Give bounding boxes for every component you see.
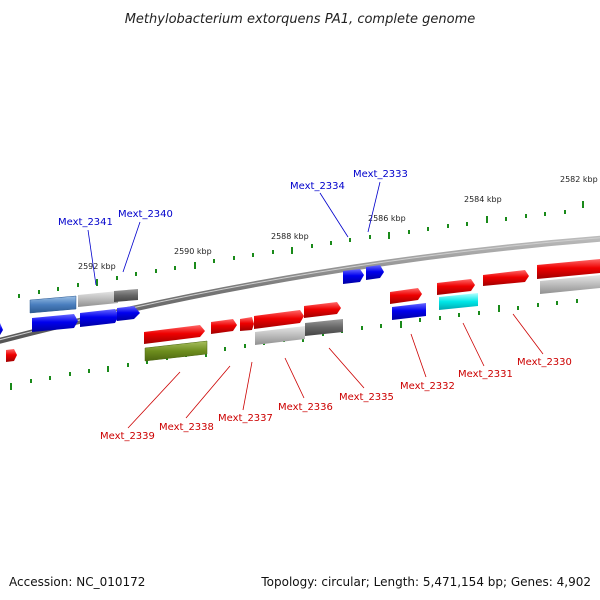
gene-label: Mext_2330 bbox=[517, 357, 572, 368]
topology-text: Topology: circular; Length: 5,471,154 bp… bbox=[260, 575, 591, 589]
gene-feature bbox=[211, 319, 237, 334]
kbp-label-2582: 2582 kbp bbox=[560, 175, 598, 184]
gene-feature bbox=[29, 295, 77, 314]
gene-label: Mext_2331 bbox=[458, 369, 513, 380]
gene-feature bbox=[144, 325, 205, 344]
gene-label: Mext_2341 bbox=[58, 217, 113, 228]
map-title: Methylobacterium extorquens PA1, complet… bbox=[125, 12, 476, 27]
gene-label: Mext_2332 bbox=[400, 381, 455, 392]
gene-track-upper bbox=[0, 259, 600, 362]
gene-feature bbox=[343, 269, 364, 284]
gene-feature bbox=[32, 314, 78, 332]
genome-backbone bbox=[0, 235, 600, 344]
gene-feature bbox=[537, 259, 600, 279]
kbp-label-2584: 2584 kbp bbox=[464, 195, 502, 204]
outer-tick-row bbox=[18, 201, 584, 298]
gene-feature bbox=[240, 317, 254, 331]
kbp-scale-labels: 2582 kbp 2584 kbp 2586 kbp 2588 kbp 2590… bbox=[78, 175, 598, 271]
gene-feature bbox=[78, 291, 118, 307]
gene-track-lower bbox=[144, 275, 600, 362]
gene-label: Mext_2340 bbox=[118, 209, 173, 220]
gene-labels: Mext_2341 Mext_2340 Mext_2334 Mext_2333 … bbox=[58, 169, 572, 442]
gene-label-leaders bbox=[87, 181, 544, 429]
kbp-label-2586: 2586 kbp bbox=[368, 214, 406, 223]
gene-feature bbox=[114, 289, 138, 302]
gene-feature bbox=[305, 319, 343, 336]
kbp-label-2592: 2592 kbp bbox=[78, 262, 116, 271]
kbp-label-2590: 2590 kbp bbox=[174, 247, 212, 256]
gene-feature bbox=[540, 275, 600, 294]
gene-label: Mext_2333 bbox=[353, 169, 408, 180]
gene-feature bbox=[483, 270, 529, 286]
gene-feature bbox=[80, 309, 119, 327]
gene-feature bbox=[439, 293, 478, 310]
gene-feature bbox=[437, 279, 475, 295]
gene-feature bbox=[144, 340, 208, 362]
gene-feature bbox=[390, 288, 422, 304]
kbp-label-2588: 2588 kbp bbox=[271, 232, 309, 241]
gene-label: Mext_2334 bbox=[290, 181, 345, 192]
gene-feature bbox=[255, 326, 305, 345]
gene-label: Mext_2339 bbox=[100, 431, 155, 442]
gene-feature bbox=[254, 310, 304, 329]
accession-text: Accession: NC_010172 bbox=[9, 575, 145, 589]
gene-label: Mext_2335 bbox=[339, 392, 394, 403]
gene-label: Mext_2338 bbox=[159, 422, 214, 433]
gene-feature bbox=[366, 265, 384, 280]
gene-feature bbox=[0, 323, 3, 335]
gene-feature bbox=[6, 349, 17, 362]
gene-label: Mext_2336 bbox=[278, 402, 333, 413]
gene-feature bbox=[117, 306, 140, 321]
gene-feature bbox=[392, 303, 426, 320]
gene-label: Mext_2337 bbox=[218, 413, 273, 424]
gene-feature bbox=[304, 302, 341, 318]
